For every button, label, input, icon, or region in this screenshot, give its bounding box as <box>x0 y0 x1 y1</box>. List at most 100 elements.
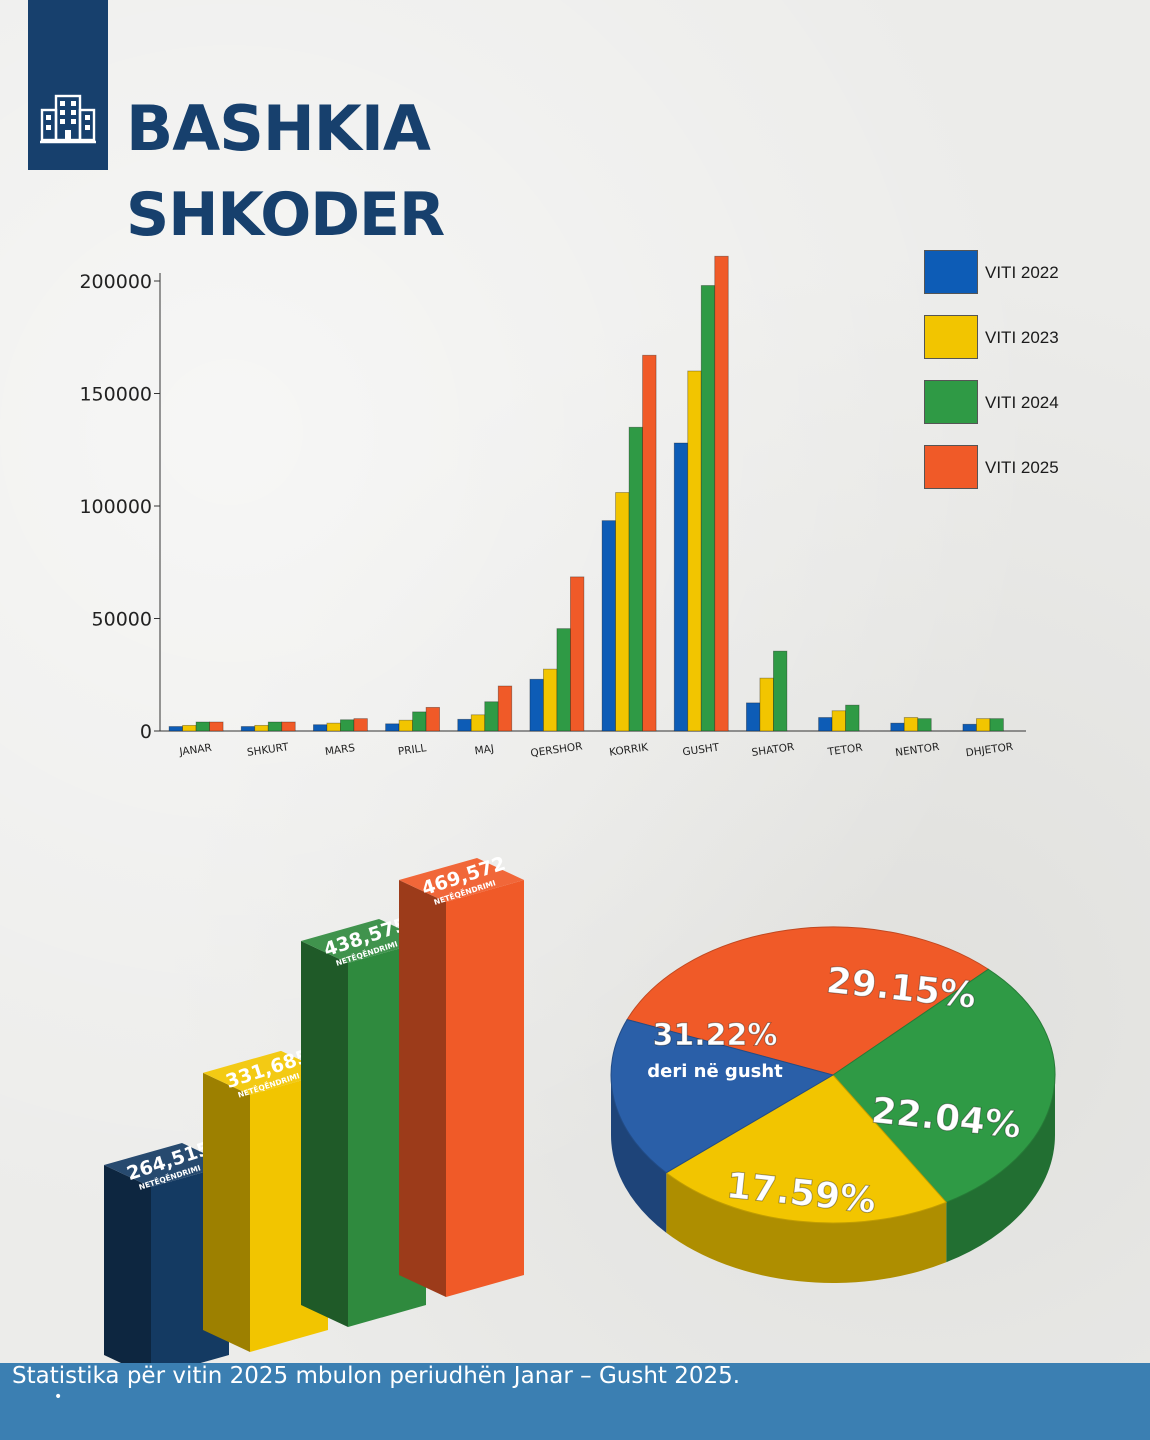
legend-item: VITI 2022 <box>924 250 1144 296</box>
bar-korrik-viti-2023 <box>615 492 630 732</box>
bar-left-face <box>203 1072 250 1352</box>
bar-tetor-viti-2023 <box>831 710 846 732</box>
bar-dhjetor-viti-2024 <box>989 718 1004 732</box>
bar-prill-viti-2023 <box>398 719 413 732</box>
bar-left-face <box>104 1165 151 1377</box>
footer-bar: • Statistika për vitin 2025 mbulon periu… <box>0 1363 1150 1440</box>
bar-qershor-viti-2025 <box>570 576 585 732</box>
bar-nentor-viti-2022 <box>890 722 905 732</box>
y-tick-label: 150000 <box>79 384 152 406</box>
bar-dhjetor-viti-2022 <box>962 723 977 732</box>
x-tick-label: PRILL <box>397 742 427 758</box>
bar-prill-viti-2024 <box>412 711 427 732</box>
annual-totals-3d-chart: 264,515NETËQËNDRIMI331,685NETËQËNDRIMI43… <box>104 852 524 1377</box>
bar-shator-viti-2023 <box>759 677 774 732</box>
legend-label: VITI 2025 <box>985 458 1059 477</box>
legend-swatch <box>924 250 978 294</box>
bar-shkurt-viti-2023 <box>254 724 269 732</box>
footer-note: Statistika për vitin 2025 mbulon periudh… <box>12 1363 740 1389</box>
brand-title-line2: SHKODER <box>126 180 445 250</box>
legend-label: VITI 2023 <box>985 328 1059 347</box>
bar-top-face <box>301 918 426 963</box>
pie-slice-label: 31.22% <box>653 1018 778 1053</box>
pie-slice-4 <box>610 1018 835 1174</box>
x-tick-label: QERSHOR <box>530 740 583 759</box>
legend-swatch <box>924 315 978 359</box>
bar-top-face <box>399 858 524 902</box>
bar-shator-viti-2024 <box>773 650 788 732</box>
footer-text: Statistika për vitin 2025 mbulon periudh… <box>12 1363 741 1389</box>
pie-slice-3 <box>665 1074 948 1224</box>
bar-shkurt-viti-2024 <box>267 721 283 732</box>
pie-side-wall <box>666 1172 947 1284</box>
bar-janar-viti-2025 <box>209 721 224 732</box>
bar-maj-viti-2022 <box>457 718 472 732</box>
pie-slice-1 <box>626 926 990 1076</box>
x-tick-label: JANAR <box>178 742 213 759</box>
bar-right-face <box>446 880 524 1297</box>
bar-maj-viti-2024 <box>484 701 499 732</box>
bar-tetor-viti-2024 <box>845 704 860 732</box>
bar-dhjetor-viti-2023 <box>976 718 991 732</box>
bar-prill-viti-2022 <box>385 723 400 732</box>
bar-top-face <box>104 1143 229 1187</box>
x-tick-label: KORRIK <box>608 741 650 758</box>
legend-item: VITI 2025 <box>924 445 1144 491</box>
bullet-icon: • <box>54 1389 63 1405</box>
bar-left-face <box>301 940 348 1327</box>
legend-label: VITI 2022 <box>985 263 1059 282</box>
bar-shkurt-viti-2025 <box>281 721 296 732</box>
building-icon <box>40 94 96 144</box>
legend-swatch <box>924 445 978 489</box>
legend-swatch <box>924 380 978 424</box>
bar-shkurt-viti-2022 <box>240 726 256 732</box>
bar-top-face <box>203 1050 328 1095</box>
logo-block <box>28 0 108 170</box>
legend-item: VITI 2023 <box>924 315 1144 361</box>
monthly-bar-chart: 0 50000 100000 150000 200000 JANAR SHKURT MARS P… <box>79 255 1026 760</box>
bar-nentor-viti-2023 <box>903 717 919 732</box>
bar-qershor-viti-2024 <box>556 628 571 732</box>
bar-mars-viti-2024 <box>340 719 355 732</box>
bar-qershor-viti-2023 <box>543 668 558 732</box>
bar-left-face <box>399 880 446 1297</box>
x-tick-label: GUSHT <box>682 741 721 758</box>
bar-maj-viti-2023 <box>470 714 486 732</box>
pie-side-wall <box>611 1075 667 1233</box>
bar-gusht-viti-2025 <box>714 255 729 732</box>
bar-maj-viti-2025 <box>497 685 513 732</box>
bar-janar-viti-2022 <box>168 726 183 732</box>
x-tick-label: TETOR <box>826 742 863 759</box>
legend-label: VITI 2024 <box>985 393 1059 412</box>
bar-nentor-viti-2024 <box>917 718 932 732</box>
legend-item: VITI 2024 <box>924 380 1144 426</box>
bar-tetor-viti-2022 <box>818 717 833 732</box>
y-tick-label: 200000 <box>79 271 152 293</box>
bar-qershor-viti-2022 <box>529 678 544 732</box>
y-tick-label: 0 <box>140 721 152 743</box>
x-tick-label: SHATOR <box>751 741 795 759</box>
x-tick-label: NENTOR <box>895 741 941 759</box>
bar-gusht-viti-2022 <box>673 442 689 732</box>
x-tick-label: MAJ <box>474 743 495 758</box>
bar-janar-viti-2023 <box>182 724 197 732</box>
bar-gusht-viti-2024 <box>700 285 716 732</box>
x-tick-label: DHJETOR <box>965 741 1014 760</box>
x-tick-label: MARS <box>324 742 356 758</box>
bar-mars-viti-2025 <box>353 718 368 732</box>
bar-prill-viti-2025 <box>425 706 440 732</box>
bar-gusht-viti-2023 <box>687 370 702 732</box>
pie-slice-sublabel: deri në gusht <box>647 1061 783 1082</box>
x-tick-label: SHKURT <box>246 741 290 759</box>
bar-janar-viti-2024 <box>195 721 210 732</box>
y-tick-label: 100000 <box>79 496 152 518</box>
bar-mars-viti-2023 <box>326 722 341 732</box>
pie-slice-2 <box>832 968 1056 1203</box>
bar-shator-viti-2022 <box>746 702 761 732</box>
bar-korrik-viti-2024 <box>628 426 643 732</box>
bar-korrik-viti-2025 <box>642 354 657 732</box>
bar-korrik-viti-2022 <box>601 520 616 732</box>
